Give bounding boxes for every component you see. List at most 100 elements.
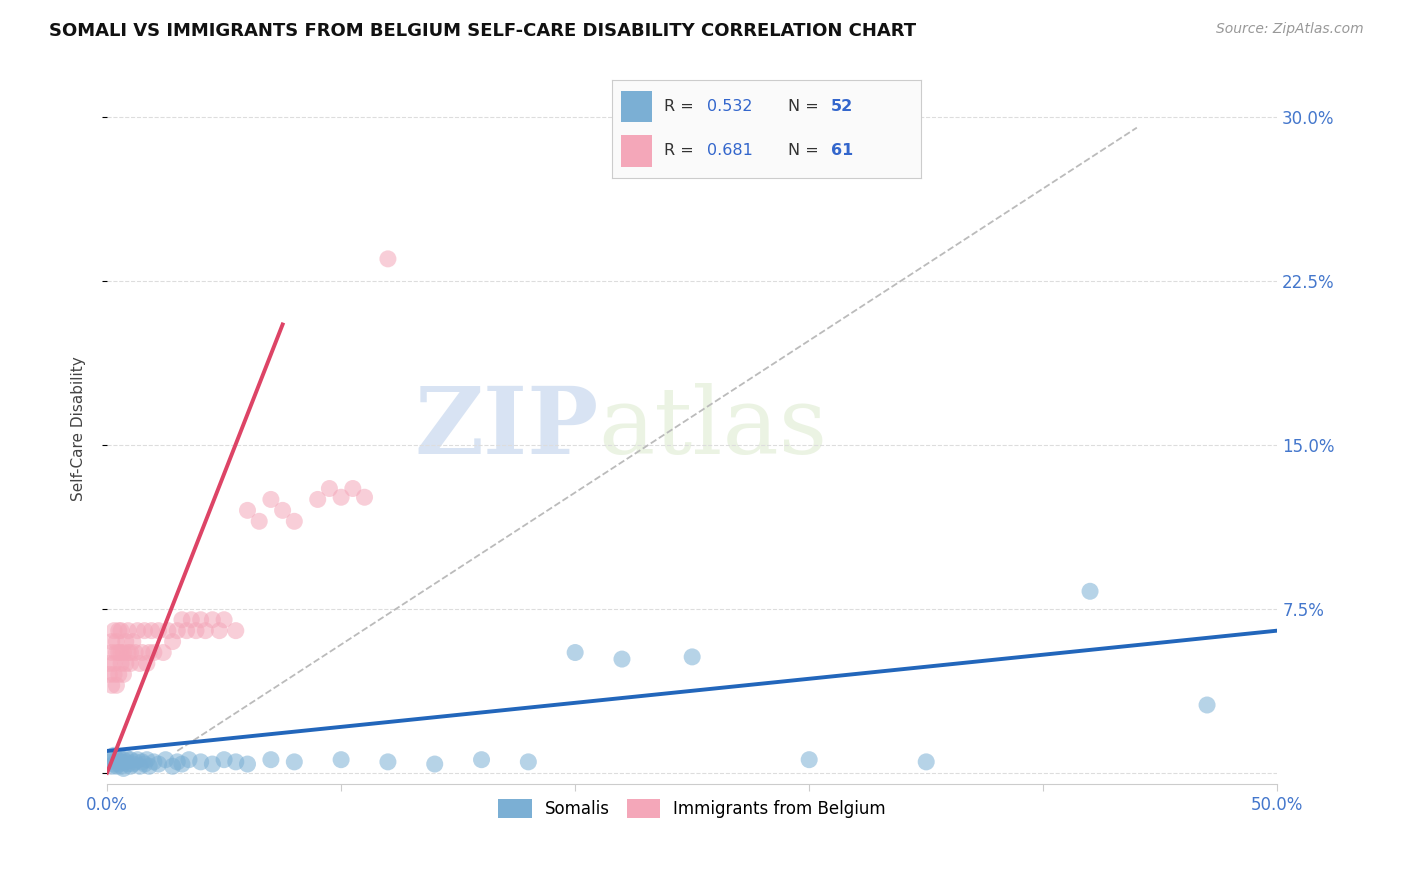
Text: ZIP: ZIP bbox=[415, 384, 599, 474]
Point bbox=[112, 667, 135, 681]
Point bbox=[121, 634, 143, 648]
Point bbox=[201, 613, 224, 627]
Text: R =: R = bbox=[664, 99, 699, 114]
Point bbox=[135, 753, 157, 767]
Point bbox=[353, 490, 375, 504]
Point bbox=[162, 634, 184, 648]
Point bbox=[142, 646, 165, 660]
Point bbox=[260, 492, 283, 507]
Point bbox=[377, 755, 399, 769]
Text: N =: N = bbox=[787, 144, 824, 159]
Point bbox=[124, 646, 146, 660]
Point bbox=[342, 482, 364, 496]
Point bbox=[610, 652, 633, 666]
Point bbox=[177, 753, 200, 767]
Point bbox=[212, 613, 235, 627]
Point bbox=[176, 624, 198, 638]
Point bbox=[681, 649, 703, 664]
Point bbox=[105, 646, 128, 660]
Point bbox=[138, 646, 160, 660]
Point bbox=[330, 753, 353, 767]
Point bbox=[120, 657, 142, 671]
Point bbox=[121, 757, 143, 772]
Point bbox=[105, 678, 128, 692]
Text: 0.532: 0.532 bbox=[707, 99, 754, 114]
Text: 52: 52 bbox=[831, 99, 853, 114]
Point bbox=[138, 759, 160, 773]
Point bbox=[103, 748, 125, 763]
Point bbox=[117, 646, 139, 660]
Point bbox=[225, 624, 247, 638]
Point bbox=[105, 753, 128, 767]
Text: Source: ZipAtlas.com: Source: ZipAtlas.com bbox=[1216, 22, 1364, 37]
Point bbox=[117, 757, 139, 772]
Legend: Somalis, Immigrants from Belgium: Somalis, Immigrants from Belgium bbox=[492, 793, 893, 825]
Text: 61: 61 bbox=[831, 144, 853, 159]
Point bbox=[236, 503, 259, 517]
Point bbox=[112, 646, 135, 660]
Point bbox=[208, 624, 231, 638]
Point bbox=[162, 759, 184, 773]
Point bbox=[166, 624, 188, 638]
Point bbox=[148, 757, 170, 772]
Point bbox=[170, 613, 193, 627]
Point bbox=[127, 624, 149, 638]
Point bbox=[105, 759, 128, 773]
Point bbox=[107, 757, 129, 772]
Y-axis label: Self-Care Disability: Self-Care Disability bbox=[72, 356, 86, 500]
Point bbox=[318, 482, 340, 496]
Point bbox=[120, 753, 142, 767]
Point bbox=[271, 503, 294, 517]
FancyBboxPatch shape bbox=[621, 91, 652, 122]
Point bbox=[128, 657, 150, 671]
Point bbox=[112, 753, 135, 767]
Point bbox=[110, 759, 132, 773]
Point bbox=[799, 753, 821, 767]
Point bbox=[148, 624, 170, 638]
Point bbox=[127, 753, 149, 767]
Point bbox=[184, 624, 207, 638]
Point bbox=[155, 753, 177, 767]
Point bbox=[236, 757, 259, 772]
Point bbox=[120, 646, 142, 660]
Point bbox=[131, 646, 153, 660]
Point bbox=[134, 757, 156, 772]
Point bbox=[117, 624, 139, 638]
Point bbox=[517, 755, 540, 769]
Point bbox=[915, 755, 938, 769]
Point bbox=[124, 755, 146, 769]
Point bbox=[201, 757, 224, 772]
Point bbox=[114, 750, 136, 764]
Point bbox=[98, 667, 121, 681]
Point bbox=[564, 646, 586, 660]
Point bbox=[134, 624, 156, 638]
Point bbox=[135, 657, 157, 671]
Point bbox=[190, 613, 212, 627]
Point bbox=[190, 755, 212, 769]
Point bbox=[330, 490, 353, 504]
Point bbox=[1197, 698, 1219, 712]
Point bbox=[110, 624, 132, 638]
Point bbox=[225, 755, 247, 769]
Point bbox=[307, 492, 329, 507]
Point bbox=[120, 759, 142, 773]
Point bbox=[423, 757, 446, 772]
Point bbox=[377, 252, 399, 266]
Text: R =: R = bbox=[664, 144, 699, 159]
Point bbox=[156, 624, 179, 638]
Point bbox=[1078, 584, 1101, 599]
Point bbox=[114, 634, 136, 648]
Point bbox=[114, 755, 136, 769]
Point bbox=[105, 634, 128, 648]
Point bbox=[107, 667, 129, 681]
Point bbox=[283, 514, 305, 528]
FancyBboxPatch shape bbox=[621, 136, 652, 167]
Point bbox=[110, 657, 132, 671]
Point bbox=[152, 646, 174, 660]
Point bbox=[283, 755, 305, 769]
Point bbox=[260, 753, 283, 767]
Point bbox=[131, 755, 153, 769]
Point bbox=[100, 759, 122, 773]
Point bbox=[141, 624, 163, 638]
Text: SOMALI VS IMMIGRANTS FROM BELGIUM SELF-CARE DISABILITY CORRELATION CHART: SOMALI VS IMMIGRANTS FROM BELGIUM SELF-C… bbox=[49, 22, 917, 40]
